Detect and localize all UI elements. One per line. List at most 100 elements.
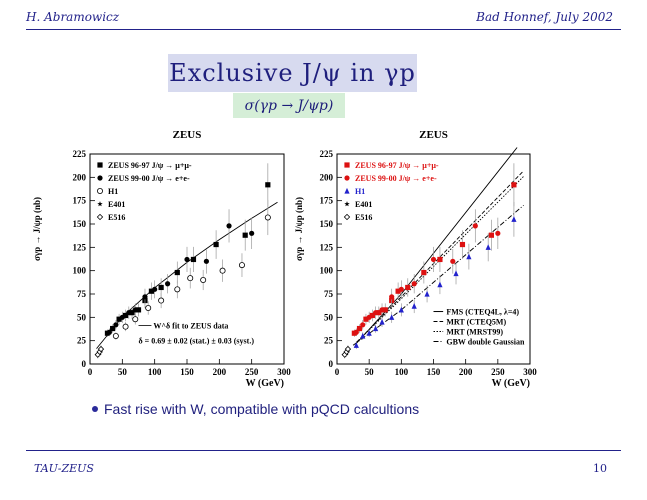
data-point xyxy=(106,329,112,335)
data-point xyxy=(356,325,363,332)
data-point xyxy=(405,284,411,291)
legend-marker xyxy=(96,213,104,221)
y-tick-label: 175 xyxy=(73,196,87,206)
data-point xyxy=(148,288,155,294)
data-point xyxy=(363,316,369,322)
x-axis-label: W (GeV) xyxy=(492,378,530,389)
data-point xyxy=(488,232,494,238)
legend-label: E516 xyxy=(108,213,125,222)
chart-title: ZEUS xyxy=(419,129,448,141)
legend-marker xyxy=(97,175,103,181)
data-point xyxy=(395,288,401,294)
legend-marker xyxy=(97,162,103,168)
legend-curve-label: MRT (MRST99) xyxy=(446,328,503,337)
curve-line xyxy=(355,170,524,343)
data-point xyxy=(437,256,443,263)
x-tick-label: 0 xyxy=(88,367,93,377)
data-point xyxy=(495,230,501,236)
x-tick-label: 50 xyxy=(118,367,128,377)
x-tick-label: 250 xyxy=(245,367,259,377)
data-point xyxy=(129,310,135,316)
y-tick-label: 100 xyxy=(320,266,334,276)
data-point xyxy=(122,323,129,330)
legend-label: H1 xyxy=(108,187,118,196)
legend-label: E401 xyxy=(355,200,372,209)
data-point xyxy=(174,269,180,276)
x-tick-label: 100 xyxy=(148,367,162,377)
data-point xyxy=(466,253,472,260)
legend-curve-label: GBW double Gaussian xyxy=(446,338,525,347)
y-tick-label: 0 xyxy=(329,359,334,369)
data-point xyxy=(265,182,271,188)
data-point xyxy=(135,307,142,313)
legend-label: E516 xyxy=(355,213,372,222)
x-tick-label: 150 xyxy=(427,367,441,377)
data-point xyxy=(110,325,116,332)
chart-title: ZEUS xyxy=(173,129,202,141)
data-point xyxy=(122,312,129,319)
legend-label: ZEUS 96-97 J/ψ → μ+μ- xyxy=(355,161,439,170)
bullet-dot-icon xyxy=(92,406,98,412)
data-point xyxy=(219,267,226,274)
y-axis-label: σγp → J/ψp (nb) xyxy=(32,197,42,261)
y-tick-label: 25 xyxy=(324,336,334,346)
legend-label: E401 xyxy=(108,200,125,209)
data-point xyxy=(203,258,209,264)
x-axis-label: W (GeV) xyxy=(246,378,284,389)
data-point xyxy=(450,258,456,264)
bullet-item: Fast rise with W, compatible with pQCD c… xyxy=(92,401,419,417)
y-tick-label: 125 xyxy=(320,242,334,252)
data-point xyxy=(424,290,430,297)
data-point xyxy=(437,281,443,288)
y-tick-label: 0 xyxy=(82,359,87,369)
data-point xyxy=(242,232,248,238)
data-point xyxy=(113,322,119,328)
footer-rule xyxy=(26,450,621,451)
legend-label: ZEUS 99-00 J/ψ → e+e- xyxy=(355,174,437,183)
y-tick-label: 50 xyxy=(324,312,334,322)
y-tick-label: 150 xyxy=(320,219,334,229)
data-point xyxy=(379,307,385,313)
chart-left: ZEUS 0 50 100 150 200 250 300 0 25 50 75 100 125 150 17… xyxy=(32,129,291,389)
x-tick-label: 0 xyxy=(335,367,340,377)
data-point xyxy=(126,310,132,316)
y-tick-label: 200 xyxy=(320,172,334,182)
y-tick-label: 50 xyxy=(77,312,87,322)
data-point xyxy=(373,310,379,316)
slide-title: Exclusive J/ψ in γp xyxy=(168,54,417,92)
data-point xyxy=(132,307,138,313)
y-tick-label: 100 xyxy=(73,266,87,276)
data-point xyxy=(369,312,375,319)
y-tick-label: 225 xyxy=(320,149,334,159)
bullet-text: Fast rise with W, compatible with pQCD c… xyxy=(104,401,420,417)
chart-right: ZEUS 0 50 100 150 200 250 300 0 25 50 75 100 125 150 17… xyxy=(294,129,537,389)
data-point xyxy=(398,306,404,313)
data-point xyxy=(174,286,181,293)
data-point xyxy=(152,286,158,292)
y-tick-label: 200 xyxy=(73,172,87,182)
x-tick-label: 150 xyxy=(180,367,194,377)
data-point xyxy=(472,223,478,229)
data-point xyxy=(226,223,232,229)
data-point xyxy=(389,314,395,320)
data-point xyxy=(158,297,165,304)
y-tick-label: 225 xyxy=(73,149,87,159)
legend-marker xyxy=(344,187,350,194)
data-point xyxy=(119,314,125,320)
y-tick-label: 125 xyxy=(73,242,87,252)
curve-line xyxy=(352,204,524,346)
data-point xyxy=(421,269,427,276)
data-point xyxy=(373,325,379,332)
data-point xyxy=(511,216,517,222)
fit-result-annotation: δ = 0.69 ± 0.02 (stat.) ± 0.03 (syst.) xyxy=(139,336,255,345)
y-tick-label: 75 xyxy=(77,289,87,299)
data-point xyxy=(184,256,190,263)
data-point xyxy=(97,345,105,353)
data-point xyxy=(376,310,382,316)
legend-curve-label: MRT (CTEQ5M) xyxy=(446,318,506,327)
footer-label: TAU-ZEUS xyxy=(34,462,94,475)
legend-curve-label: FMS (CTEQ4L, λ=4) xyxy=(446,308,519,317)
y-tick-label: 150 xyxy=(73,219,87,229)
y-tick-label: 75 xyxy=(324,289,334,299)
data-point xyxy=(353,342,359,348)
